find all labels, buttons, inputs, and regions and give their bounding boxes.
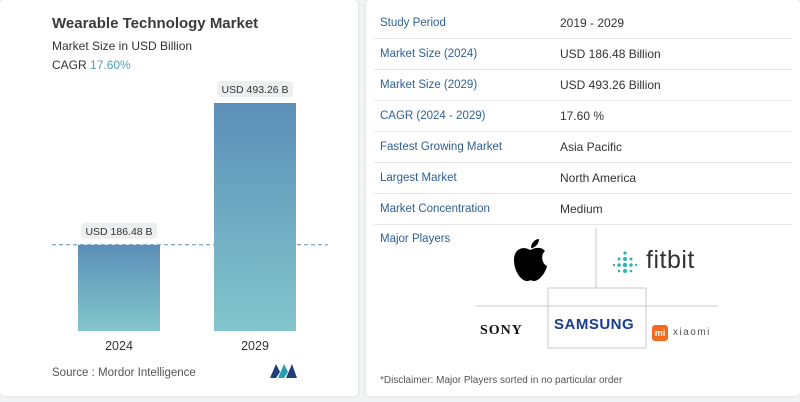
fitbit-dot [612,263,616,267]
fitbit-dot [623,257,627,261]
players-grid [476,228,718,349]
market-info-table: Study Period 2019 - 2029 Market Size (2024… [374,8,792,225]
fitbit-dot [617,263,621,267]
source-text: Source : Mordor Intelligence [52,367,196,379]
sony-logo: SONY [480,323,523,338]
major-players-label: Major Players [380,233,451,245]
fitbit-dot [629,269,633,273]
bar-2024 [78,244,160,331]
cagr-label: CAGR [52,58,87,72]
info-row-label: Largest Market [380,172,457,184]
info-row: CAGR (2024 - 2029) 17.60 % [374,101,792,132]
info-row: Market Size (2029) USD 493.26 Billion [374,70,792,101]
x-tick-label: 2029 [241,339,269,353]
fitbit-logo: fitbit [646,246,695,274]
value-label-background [217,81,293,97]
chart-card: Wearable Technology Market Market Size i… [0,0,358,396]
info-row: Market Size (2024) USD 186.48 Billion [374,39,792,70]
info-row-label: Study Period [380,17,446,29]
fitbit-dot [623,269,627,273]
fitbit-dot [617,269,621,273]
chart-title: Wearable Technology Market [52,15,259,32]
info-row-value: Medium [560,202,603,216]
fitbit-dot [623,251,627,255]
info-row-value: 17.60 % [560,109,605,123]
data-label: USD 186.48 B [85,226,152,238]
chart-subtitle: Market Size in USD Billion [52,39,193,53]
info-row-value: North America [560,171,637,185]
info-row-label: Fastest Growing Market [380,141,503,153]
x-tick-label: 2024 [105,339,133,353]
info-row: Largest Market North America [374,163,792,194]
info-row-label: Market Size (2024) [380,48,478,60]
fitbit-dot [634,263,638,267]
fitbit-dot [629,263,633,267]
info-row: Market Concentration Medium [374,194,792,225]
info-row-label: Market Size (2029) [380,79,478,91]
value-label-background [81,222,157,239]
info-row: Study Period 2019 - 2029 [374,8,792,39]
bar-chart: USD 186.48 B 2024 USD 493.26 B 2029 [52,81,328,353]
info-row-label: CAGR (2024 - 2029) [380,110,486,122]
data-label: USD 493.26 B [221,84,288,96]
fitbit-dot [622,262,628,268]
mordor-logo-icon [270,364,297,378]
fitbit-dot [617,257,621,261]
xiaomi-badge-icon: mi [652,325,668,341]
samsung-logo: SAMSUNG [554,316,635,333]
info-row-value: USD 186.48 Billion [560,47,661,61]
info-row-value: USD 493.26 Billion [560,78,661,92]
apple-icon [514,239,547,282]
info-row-value: Asia Pacific [560,140,623,154]
fitbit-dots-icon [612,251,638,273]
xiaomi-logo: xiaomi [673,327,711,338]
info-row: Fastest Growing Market Asia Pacific [374,132,792,163]
info-row-value: 2019 - 2029 [560,16,625,30]
disclaimer-text: *Disclaimer: Major Players sorted in no … [380,375,623,386]
info-row-label: Market Concentration [380,203,490,215]
cagr-line: CAGR 17.60% [52,58,131,72]
info-card: Study Period 2019 - 2029 Market Size (2024… [366,0,800,396]
bar-2029 [214,103,296,331]
fitbit-dot [629,257,633,261]
cagr-value: 17.60% [90,58,131,72]
